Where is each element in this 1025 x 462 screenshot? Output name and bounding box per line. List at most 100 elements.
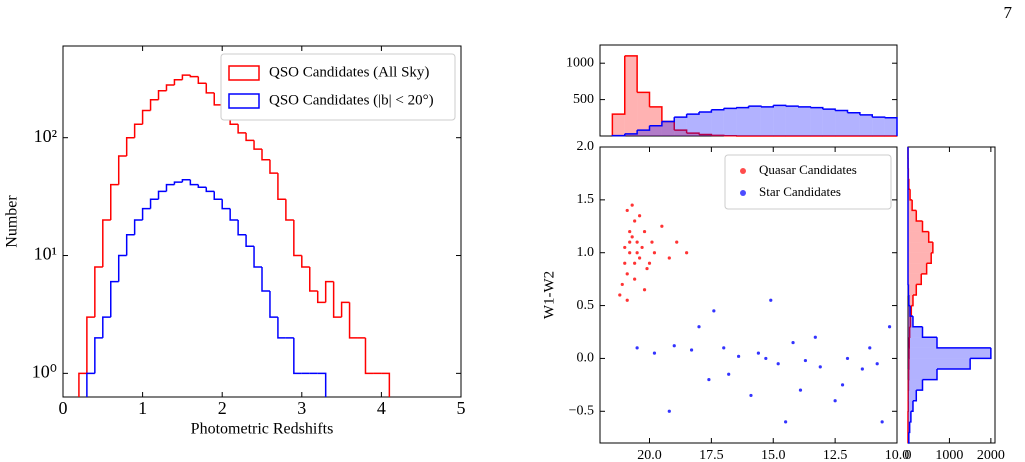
histogram-step xyxy=(141,109,151,125)
scatter-point xyxy=(868,346,872,350)
histogram-bar xyxy=(798,106,811,136)
histogram-step xyxy=(316,290,326,304)
histogram-bar xyxy=(908,400,913,412)
histogram-step xyxy=(197,76,207,84)
scatter-point xyxy=(620,282,624,287)
histogram-bar xyxy=(835,110,848,136)
histogram-step xyxy=(157,90,167,100)
histogram-step xyxy=(937,358,971,370)
histogram-step xyxy=(916,379,924,391)
histogram-step xyxy=(253,140,262,150)
scatter-point xyxy=(764,356,768,361)
legend: Quasar Candidates Star Candidates xyxy=(724,154,892,210)
y-tick-label: 1.5 xyxy=(577,192,595,207)
histogram-step xyxy=(911,295,914,307)
histogram-step xyxy=(699,109,713,113)
histogram-bar xyxy=(908,326,910,338)
y-tick-label: 1000 xyxy=(566,55,594,70)
histogram-step xyxy=(936,337,991,349)
scatter-point xyxy=(803,358,808,363)
histogram-step xyxy=(189,75,199,78)
histogram-step xyxy=(674,129,688,134)
histogram-step xyxy=(810,106,824,110)
scatter-point xyxy=(642,229,647,234)
x-tick-label: 10.0 xyxy=(885,448,910,462)
histogram-step xyxy=(197,184,207,188)
histogram-step xyxy=(970,347,992,360)
plot-frame xyxy=(907,146,996,444)
y-tick-label: 10¹ xyxy=(34,244,57,264)
histogram-bar xyxy=(908,199,913,211)
chart: 500 1000 xyxy=(566,44,898,137)
histogram-step xyxy=(332,281,342,318)
histogram-bar xyxy=(908,305,911,317)
plot-frame xyxy=(599,146,898,444)
scatter-point xyxy=(635,240,639,244)
x-tick-label: 17.5 xyxy=(699,448,724,462)
histogram-step xyxy=(908,432,910,444)
histogram-bar xyxy=(908,242,933,253)
histogram-step xyxy=(910,400,914,413)
chart: 0 1 2 3 4 5 10⁰ 10¹ 10² Photometric Redshifts Numb… xyxy=(4,45,466,438)
histogram-step xyxy=(261,149,270,161)
histogram-step xyxy=(912,284,918,296)
histogram-step xyxy=(785,105,799,107)
histogram-bar xyxy=(908,369,937,380)
histogram-step xyxy=(253,246,262,268)
histogram-step xyxy=(884,117,898,136)
histogram-step xyxy=(141,207,151,221)
x-tick-label: 15.0 xyxy=(761,448,786,462)
x-tick-label: 0 xyxy=(905,448,912,462)
plot-frame xyxy=(62,45,462,398)
legend-frame xyxy=(724,154,892,210)
histogram-step xyxy=(237,124,247,134)
scatter-point xyxy=(650,240,654,244)
scatter-point xyxy=(630,235,634,239)
histogram-step xyxy=(686,111,700,115)
scatter-point xyxy=(675,240,679,244)
y-tick-label: −0.5 xyxy=(569,404,594,419)
histogram-step xyxy=(117,254,127,282)
histogram-step xyxy=(927,231,933,243)
scatter-point xyxy=(635,346,639,350)
scatter-point xyxy=(635,251,639,255)
histogram-step xyxy=(686,132,700,135)
histogram-step xyxy=(760,105,774,108)
histogram-bar xyxy=(908,221,923,232)
histogram-step xyxy=(649,121,663,127)
histogram-step xyxy=(229,208,239,221)
y-tick-label: 0.5 xyxy=(577,298,595,313)
histogram-step xyxy=(909,316,912,328)
histogram-bar xyxy=(686,114,699,136)
legend-swatch xyxy=(228,65,260,81)
histogram-step xyxy=(908,295,911,307)
histogram-bar xyxy=(908,379,923,391)
legend-label: Quasar Candidates xyxy=(759,162,857,177)
x-tick-label: 4 xyxy=(377,398,386,418)
histogram-step xyxy=(661,117,675,123)
y-tick-label: 10⁰ xyxy=(32,361,57,381)
histogram-step xyxy=(911,199,917,212)
histogram-step xyxy=(110,280,119,318)
legend-swatch xyxy=(228,93,260,109)
scatter-point xyxy=(638,256,642,260)
histogram-step xyxy=(245,132,255,142)
scatter-point xyxy=(727,372,731,376)
chart: 0 1000 2000 xyxy=(905,146,1005,462)
histogram-bar xyxy=(773,105,786,136)
x-tick-label: 5 xyxy=(457,398,466,418)
histogram-step xyxy=(317,372,327,397)
histogram-step xyxy=(699,133,713,136)
histogram-step xyxy=(205,187,215,193)
x-tick-label: 3 xyxy=(297,398,306,418)
x-tick-label: 20.0 xyxy=(637,448,662,462)
histogram-bar xyxy=(847,112,860,136)
histogram-step xyxy=(86,316,95,374)
x-axis-label: Photometric Redshifts xyxy=(191,421,334,438)
histogram-step xyxy=(748,105,762,107)
histogram-step xyxy=(181,178,191,183)
histogram-bar xyxy=(908,252,932,264)
histogram-bar xyxy=(612,114,625,136)
scatter-point xyxy=(660,224,664,228)
histogram-step xyxy=(269,290,278,318)
